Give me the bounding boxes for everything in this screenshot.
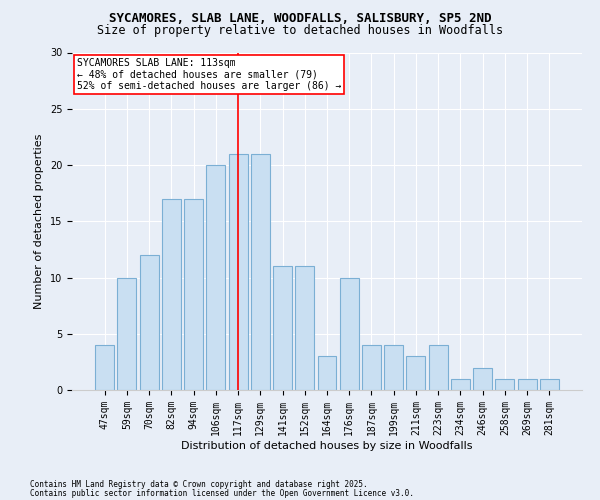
Y-axis label: Number of detached properties: Number of detached properties <box>34 134 44 309</box>
Text: SYCAMORES SLAB LANE: 113sqm
← 48% of detached houses are smaller (79)
52% of sem: SYCAMORES SLAB LANE: 113sqm ← 48% of det… <box>77 58 341 91</box>
Bar <box>473 368 492 390</box>
Bar <box>140 255 158 390</box>
Bar <box>340 278 359 390</box>
Bar <box>317 356 337 390</box>
Bar <box>118 278 136 390</box>
Bar <box>162 198 181 390</box>
Bar <box>496 379 514 390</box>
Text: SYCAMORES, SLAB LANE, WOODFALLS, SALISBURY, SP5 2ND: SYCAMORES, SLAB LANE, WOODFALLS, SALISBU… <box>109 12 491 26</box>
Bar <box>229 154 248 390</box>
Bar <box>406 356 425 390</box>
Bar <box>384 345 403 390</box>
Bar <box>273 266 292 390</box>
Bar <box>451 379 470 390</box>
Text: Contains HM Land Registry data © Crown copyright and database right 2025.: Contains HM Land Registry data © Crown c… <box>30 480 368 489</box>
Bar <box>362 345 381 390</box>
Bar <box>518 379 536 390</box>
Bar <box>184 198 203 390</box>
Bar <box>206 165 225 390</box>
Bar <box>95 345 114 390</box>
Bar <box>251 154 270 390</box>
Bar <box>429 345 448 390</box>
Bar <box>295 266 314 390</box>
Text: Size of property relative to detached houses in Woodfalls: Size of property relative to detached ho… <box>97 24 503 37</box>
Bar <box>540 379 559 390</box>
X-axis label: Distribution of detached houses by size in Woodfalls: Distribution of detached houses by size … <box>181 440 473 450</box>
Text: Contains public sector information licensed under the Open Government Licence v3: Contains public sector information licen… <box>30 488 414 498</box>
